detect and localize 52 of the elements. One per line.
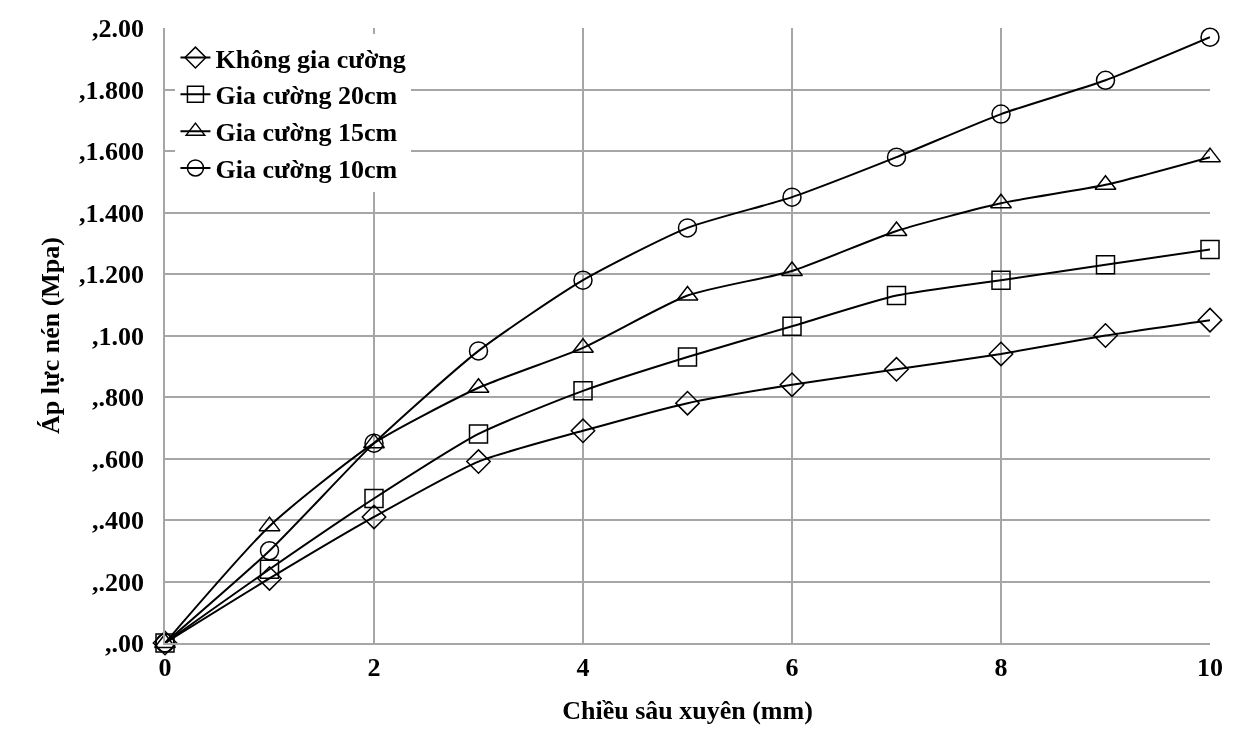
y-tick-label: ,.200	[92, 567, 145, 597]
y-tick-label: ,.400	[92, 506, 145, 536]
point	[364, 433, 384, 453]
x-tick-label: 4	[576, 652, 590, 682]
y-axis-title: Áp lực nén (Mpa)	[35, 237, 65, 434]
legend-label: Gia cường 10cm	[215, 155, 398, 185]
x-tick-label: 0	[158, 652, 172, 682]
x-tick-label: 6	[785, 652, 799, 682]
point	[677, 347, 698, 367]
point	[886, 147, 907, 167]
y-tick-label: ,1.200	[79, 260, 145, 290]
point	[1200, 27, 1220, 47]
point	[1095, 255, 1116, 275]
point	[782, 316, 802, 337]
y-tick-label: ,1.800	[79, 75, 145, 105]
point	[991, 270, 1011, 290]
point	[573, 381, 593, 401]
point	[675, 390, 700, 416]
y-tick-label: ,.800	[92, 383, 145, 413]
legend-label: Gia cường 20cm	[215, 81, 398, 111]
point	[991, 104, 1011, 124]
x-tick-label: 8	[994, 652, 1008, 682]
point	[779, 372, 805, 398]
x-axis-title: Chiều sâu xuyên (mm)	[562, 696, 813, 726]
point	[1095, 70, 1116, 91]
y-tick-label: ,1.600	[79, 137, 145, 167]
legend-label: Không gia cường	[215, 44, 406, 74]
y-tick-label: ,1.00	[92, 321, 145, 351]
y-tick-label: ,.00	[105, 629, 145, 659]
x-tick-label: 10	[1197, 652, 1223, 682]
point	[988, 341, 1014, 367]
point	[570, 418, 596, 444]
point	[782, 187, 802, 207]
point	[573, 270, 593, 290]
point	[1200, 239, 1220, 260]
point	[677, 218, 698, 238]
point	[1197, 307, 1223, 333]
point	[361, 504, 387, 530]
point	[884, 356, 909, 382]
point	[259, 541, 280, 561]
point	[468, 424, 489, 444]
point	[1093, 323, 1118, 348]
legend-label: Gia cường 15cm	[215, 118, 398, 148]
y-tick-label: ,1.400	[79, 198, 145, 228]
x-tick-label: 2	[367, 652, 381, 682]
point	[257, 565, 282, 591]
y-tick-label: ,.600	[92, 444, 145, 474]
point	[466, 449, 491, 475]
point	[364, 488, 384, 509]
point	[886, 285, 907, 306]
point	[468, 341, 489, 361]
y-tick-label: ,2.00	[92, 14, 145, 44]
